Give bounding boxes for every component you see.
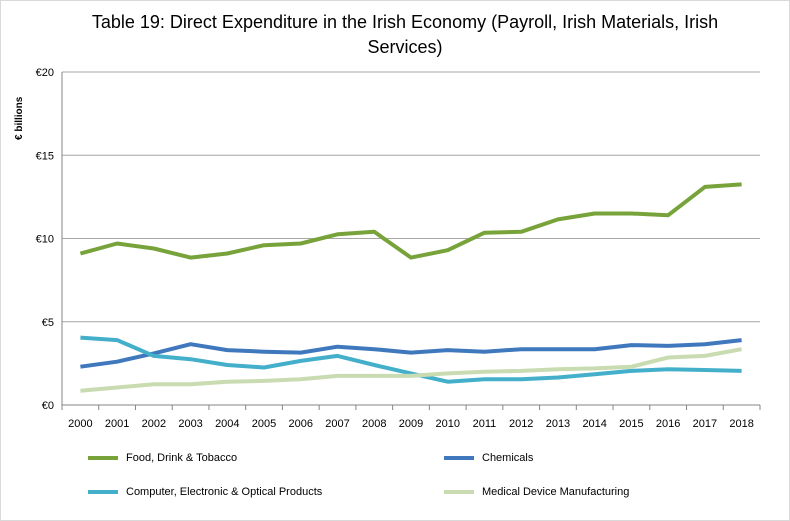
x-tick-label: 2009	[399, 418, 423, 430]
x-tick-label: 2015	[619, 418, 643, 430]
legend-swatch	[88, 456, 118, 460]
y-tick-label: €5	[42, 317, 54, 329]
x-tick-label: 2002	[142, 418, 166, 430]
x-tick-label: 2010	[435, 418, 459, 430]
x-tick-label: 2001	[105, 418, 129, 430]
legend-label: Food, Drink & Tobacco	[126, 452, 238, 464]
legend-label: Chemicals	[482, 452, 534, 464]
x-tick-label: 2013	[546, 418, 570, 430]
x-tick-label: 2003	[178, 418, 202, 430]
x-tick-label: 2014	[582, 418, 606, 430]
x-tick-label: 2012	[509, 418, 533, 430]
x-tick-label: 2018	[729, 418, 753, 430]
legend-item: Food, Drink & Tobacco	[88, 452, 237, 464]
legend-item: Computer, Electronic & Optical Products	[88, 486, 322, 498]
legend-label: Computer, Electronic & Optical Products	[126, 486, 323, 498]
series-line	[80, 347, 742, 393]
series-line	[80, 338, 742, 369]
series-line	[79, 182, 742, 260]
chart-title: Table 19: Direct Expenditure in the Iris…	[91, 12, 719, 57]
legend-item: Chemicals	[444, 452, 533, 464]
x-tick-label: 2017	[693, 418, 717, 430]
x-tick-label: 2006	[289, 418, 313, 430]
x-tick-label: 2005	[252, 418, 276, 430]
x-tick-label: 2004	[215, 418, 239, 430]
y-tick-label: €20	[36, 67, 54, 79]
legend-swatch	[444, 490, 474, 494]
x-tick-label: 2008	[362, 418, 386, 430]
legend-item: Medical Device Manufacturing	[444, 486, 629, 498]
x-tick-label: 2000	[68, 418, 92, 430]
legend-label: Medical Device Manufacturing	[482, 486, 630, 498]
y-tick-label: €15	[36, 150, 54, 162]
x-tick-label: 2016	[656, 418, 680, 430]
x-tick-label: 2007	[325, 418, 349, 430]
x-tick-label: 2011	[473, 418, 497, 430]
legend-swatch	[88, 490, 118, 494]
y-tick-label: €0	[42, 400, 54, 412]
legend-swatch	[444, 456, 474, 460]
y-tick-label: €10	[36, 234, 54, 246]
series-line	[80, 335, 742, 384]
